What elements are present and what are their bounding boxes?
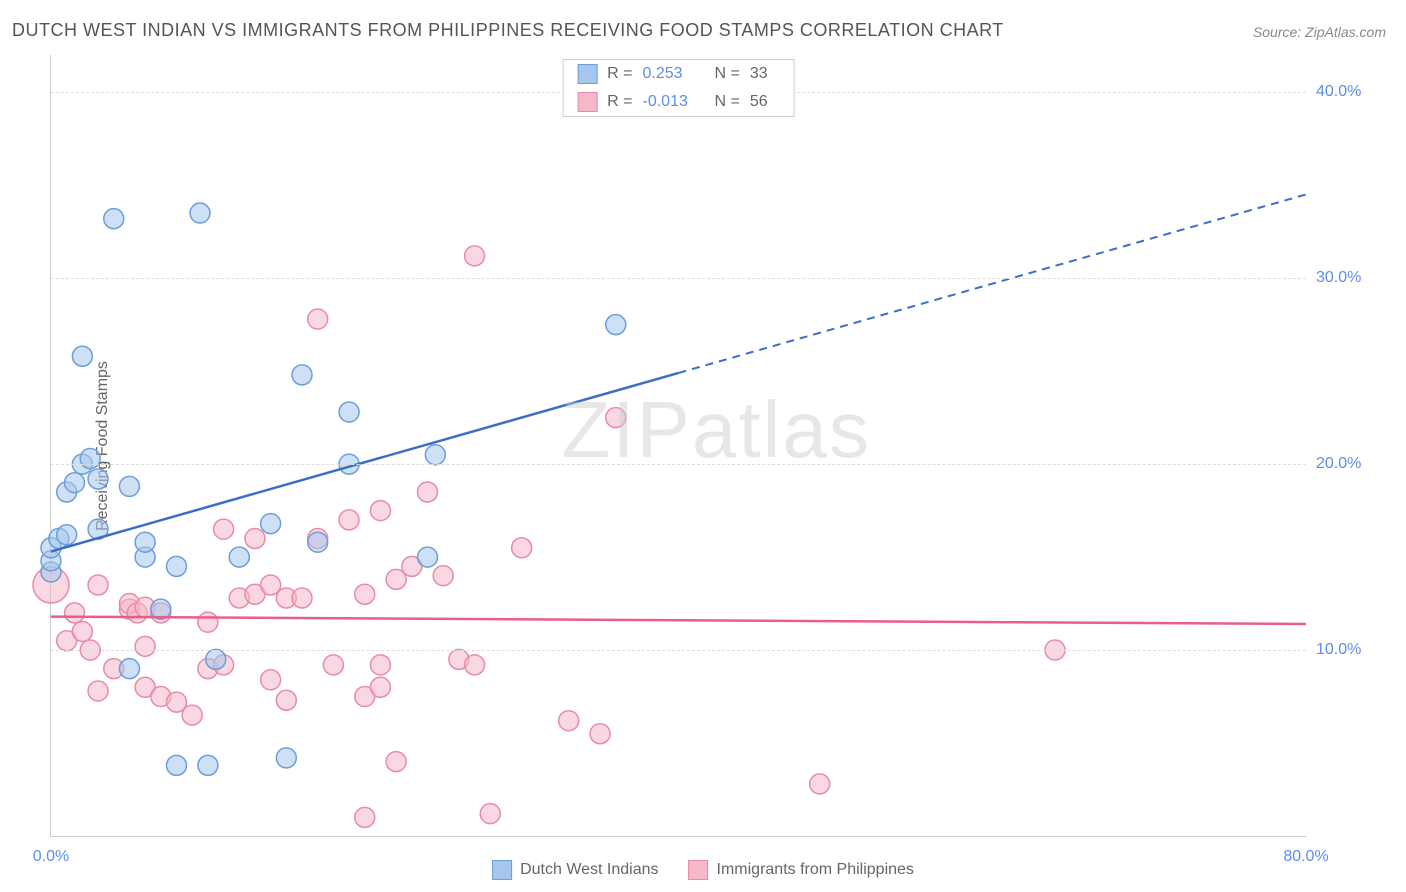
chart-plot-area: R = 0.253 N = 33 R = -0.013 N = 56 ZIPat… <box>50 55 1306 837</box>
gridline-h <box>51 650 1306 651</box>
scatter-point <box>88 681 108 701</box>
scatter-point <box>167 556 187 576</box>
scatter-point <box>465 655 485 675</box>
scatter-point <box>261 670 281 690</box>
scatter-point <box>339 510 359 530</box>
legend-n-label: N = <box>715 65 740 83</box>
legend-r-value-2: -0.013 <box>643 93 705 111</box>
scatter-point <box>276 690 296 710</box>
scatter-point <box>355 584 375 604</box>
scatter-point <box>214 519 234 539</box>
scatter-point <box>135 532 155 552</box>
scatter-point <box>606 315 626 335</box>
scatter-point <box>276 748 296 768</box>
legend-n-label: N = <box>715 93 740 111</box>
legend-row-series-1: R = 0.253 N = 33 <box>563 60 794 88</box>
y-tick-label: 40.0% <box>1316 83 1386 101</box>
scatter-point <box>65 603 85 623</box>
y-tick-label: 30.0% <box>1316 269 1386 287</box>
scatter-point <box>590 724 610 744</box>
scatter-point <box>167 755 187 775</box>
scatter-point <box>80 449 100 469</box>
legend-label-1: Dutch West Indians <box>520 861 658 879</box>
scatter-point <box>370 655 390 675</box>
scatter-point <box>425 445 445 465</box>
scatter-point <box>72 621 92 641</box>
legend-swatch-1b <box>492 860 512 880</box>
scatter-point <box>465 246 485 266</box>
scatter-point <box>512 538 532 558</box>
scatter-point <box>245 528 265 548</box>
legend-r-value-1: 0.253 <box>643 65 705 83</box>
scatter-point <box>65 473 85 493</box>
regression-line-dashed <box>679 194 1307 373</box>
scatter-point <box>88 575 108 595</box>
scatter-point <box>323 655 343 675</box>
legend-label-2: Immigrants from Philippines <box>717 861 914 879</box>
scatter-point <box>292 365 312 385</box>
scatter-point <box>433 566 453 586</box>
scatter-point <box>308 309 328 329</box>
legend-item-2: Immigrants from Philippines <box>689 860 914 880</box>
scatter-point <box>119 659 139 679</box>
source-attribution: Source: ZipAtlas.com <box>1253 24 1386 40</box>
gridline-h <box>51 464 1306 465</box>
legend-swatch-2b <box>689 860 709 880</box>
scatter-point <box>370 501 390 521</box>
scatter-point <box>229 547 249 567</box>
legend-n-value-2: 56 <box>750 93 780 111</box>
regression-line-solid <box>51 373 679 552</box>
scatter-point <box>104 209 124 229</box>
scatter-point <box>810 774 830 794</box>
scatter-point <box>418 547 438 567</box>
scatter-point <box>57 525 77 545</box>
scatter-point <box>119 476 139 496</box>
legend-r-label: R = <box>607 93 632 111</box>
legend-r-label: R = <box>607 65 632 83</box>
scatter-plot-svg <box>51 55 1306 836</box>
scatter-point <box>72 346 92 366</box>
chart-title: DUTCH WEST INDIAN VS IMMIGRANTS FROM PHI… <box>12 20 1004 41</box>
scatter-point <box>559 711 579 731</box>
scatter-point <box>190 203 210 223</box>
legend-swatch-2 <box>577 92 597 112</box>
scatter-point <box>88 469 108 489</box>
scatter-point <box>370 677 390 697</box>
scatter-point <box>386 752 406 772</box>
scatter-point <box>480 804 500 824</box>
series-legend: Dutch West Indians Immigrants from Phili… <box>492 860 914 880</box>
scatter-point <box>198 612 218 632</box>
scatter-point <box>606 408 626 428</box>
y-tick-label: 20.0% <box>1316 455 1386 473</box>
scatter-point <box>135 636 155 656</box>
scatter-point <box>198 755 218 775</box>
scatter-point <box>339 402 359 422</box>
x-tick-label: 80.0% <box>1283 848 1328 866</box>
scatter-point <box>182 705 202 725</box>
scatter-point <box>355 807 375 827</box>
legend-row-series-2: R = -0.013 N = 56 <box>563 88 794 116</box>
scatter-point <box>206 649 226 669</box>
gridline-h <box>51 278 1306 279</box>
correlation-legend: R = 0.253 N = 33 R = -0.013 N = 56 <box>562 59 795 117</box>
scatter-point <box>261 514 281 534</box>
x-tick-label: 0.0% <box>33 848 69 866</box>
regression-line-solid <box>51 617 1306 624</box>
legend-item-1: Dutch West Indians <box>492 860 658 880</box>
scatter-point <box>418 482 438 502</box>
legend-n-value-1: 33 <box>750 65 780 83</box>
scatter-point <box>292 588 312 608</box>
legend-swatch-1 <box>577 64 597 84</box>
y-tick-label: 10.0% <box>1316 641 1386 659</box>
scatter-point <box>308 532 328 552</box>
